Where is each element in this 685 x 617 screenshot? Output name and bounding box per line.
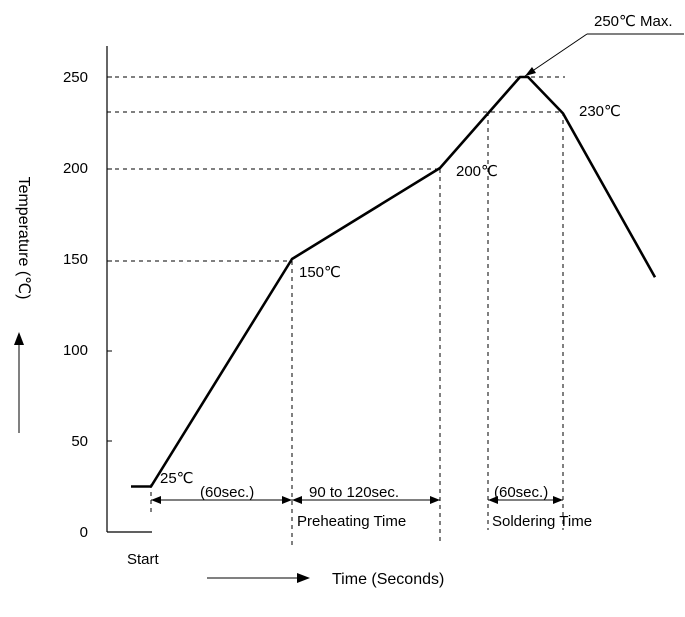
guide-lines [107,76,565,545]
y-tick-label: 50 [71,433,88,450]
axes [106,46,152,533]
interval-arrows [151,496,563,504]
y-axis-title: Temperature (℃) [15,177,32,300]
label-preheat-start-temp: 150℃ [299,264,341,281]
y-tick-label: 250 [63,69,88,86]
label-preheat-name: Preheating Time [297,513,406,530]
label-soldering-duration: (60sec.) [494,484,548,501]
y-tick-label: 0 [80,524,88,541]
y-tick-labels: 0 50 100 150 200 250 [63,69,88,541]
temperature-profile-line [131,75,657,488]
label-soldering-temp: 230℃ [579,103,621,120]
x-axis-arrow [207,573,310,583]
label-start-temp: 25℃ [160,470,194,487]
x-axis-title: Time (Seconds) [332,571,444,588]
label-peak: 250℃ Max. [594,13,673,30]
y-tick-label: 200 [63,160,88,177]
y-tick-label: 150 [63,251,88,268]
y-axis-arrow [14,332,24,433]
label-preheat-duration: 90 to 120sec. [309,484,399,501]
peak-callout [524,33,684,77]
label-start: Start [127,551,160,568]
label-preheat-end-temp: 200℃ [456,163,498,180]
y-tick-label: 100 [63,342,88,359]
label-soldering-name: Soldering Time [492,513,592,530]
label-ramp-duration: (60sec.) [200,484,254,501]
